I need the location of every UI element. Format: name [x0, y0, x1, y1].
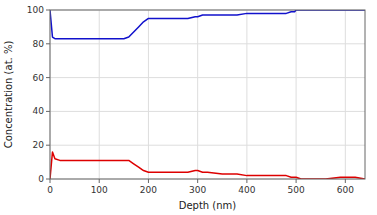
- series-line: [50, 10, 365, 39]
- x-tick: [296, 179, 297, 183]
- y-tick: [46, 179, 50, 180]
- y-tick-label: 80: [33, 39, 45, 49]
- x-tick-label: 600: [337, 185, 354, 195]
- x-tick-label: 200: [140, 185, 157, 195]
- x-grid-line: [296, 10, 297, 179]
- y-grid-line: [50, 77, 365, 78]
- x-tick-label: 400: [238, 185, 255, 195]
- y-tick: [46, 77, 50, 78]
- x-tick: [345, 179, 346, 183]
- lines: [50, 10, 365, 179]
- plot-frame: [50, 10, 365, 179]
- y-tick: [46, 10, 50, 11]
- y-tick-label: 60: [33, 73, 45, 83]
- y-tick: [46, 111, 50, 112]
- axes: 0 100 200 300 400 500 600 0 20 40 60 80 100: [27, 5, 354, 195]
- x-tick-label: 0: [47, 185, 53, 195]
- y-tick: [46, 145, 50, 146]
- x-grid-line: [99, 10, 100, 179]
- series-line: [50, 152, 365, 179]
- y-tick-label: 20: [33, 140, 45, 150]
- grid: [50, 10, 365, 179]
- x-tick: [50, 179, 51, 183]
- x-grid-line: [197, 10, 198, 179]
- y-grid-line: [50, 111, 365, 112]
- x-grid-line: [246, 10, 247, 179]
- x-axis-label: Depth (nm): [179, 200, 237, 211]
- y-tick-label: 100: [27, 5, 44, 15]
- y-grid-line: [50, 43, 365, 44]
- x-tick: [148, 179, 149, 183]
- y-axis-label: Concentration (at. %): [3, 41, 14, 149]
- x-tick: [197, 179, 198, 183]
- y-grid-line: [50, 145, 365, 146]
- y-tick-label: 0: [38, 174, 44, 184]
- x-tick-label: 300: [189, 185, 206, 195]
- x-tick: [99, 179, 100, 183]
- x-tick: [246, 179, 247, 183]
- x-tick-label: 500: [288, 185, 305, 195]
- y-tick: [46, 43, 50, 44]
- x-grid-line: [148, 10, 149, 179]
- chart: 0 100 200 300 400 500 600 0 20 40 60 80 100 Depth (nm…: [0, 0, 377, 215]
- y-tick-label: 40: [33, 106, 45, 116]
- x-grid-line: [345, 10, 346, 179]
- x-tick-label: 100: [91, 185, 108, 195]
